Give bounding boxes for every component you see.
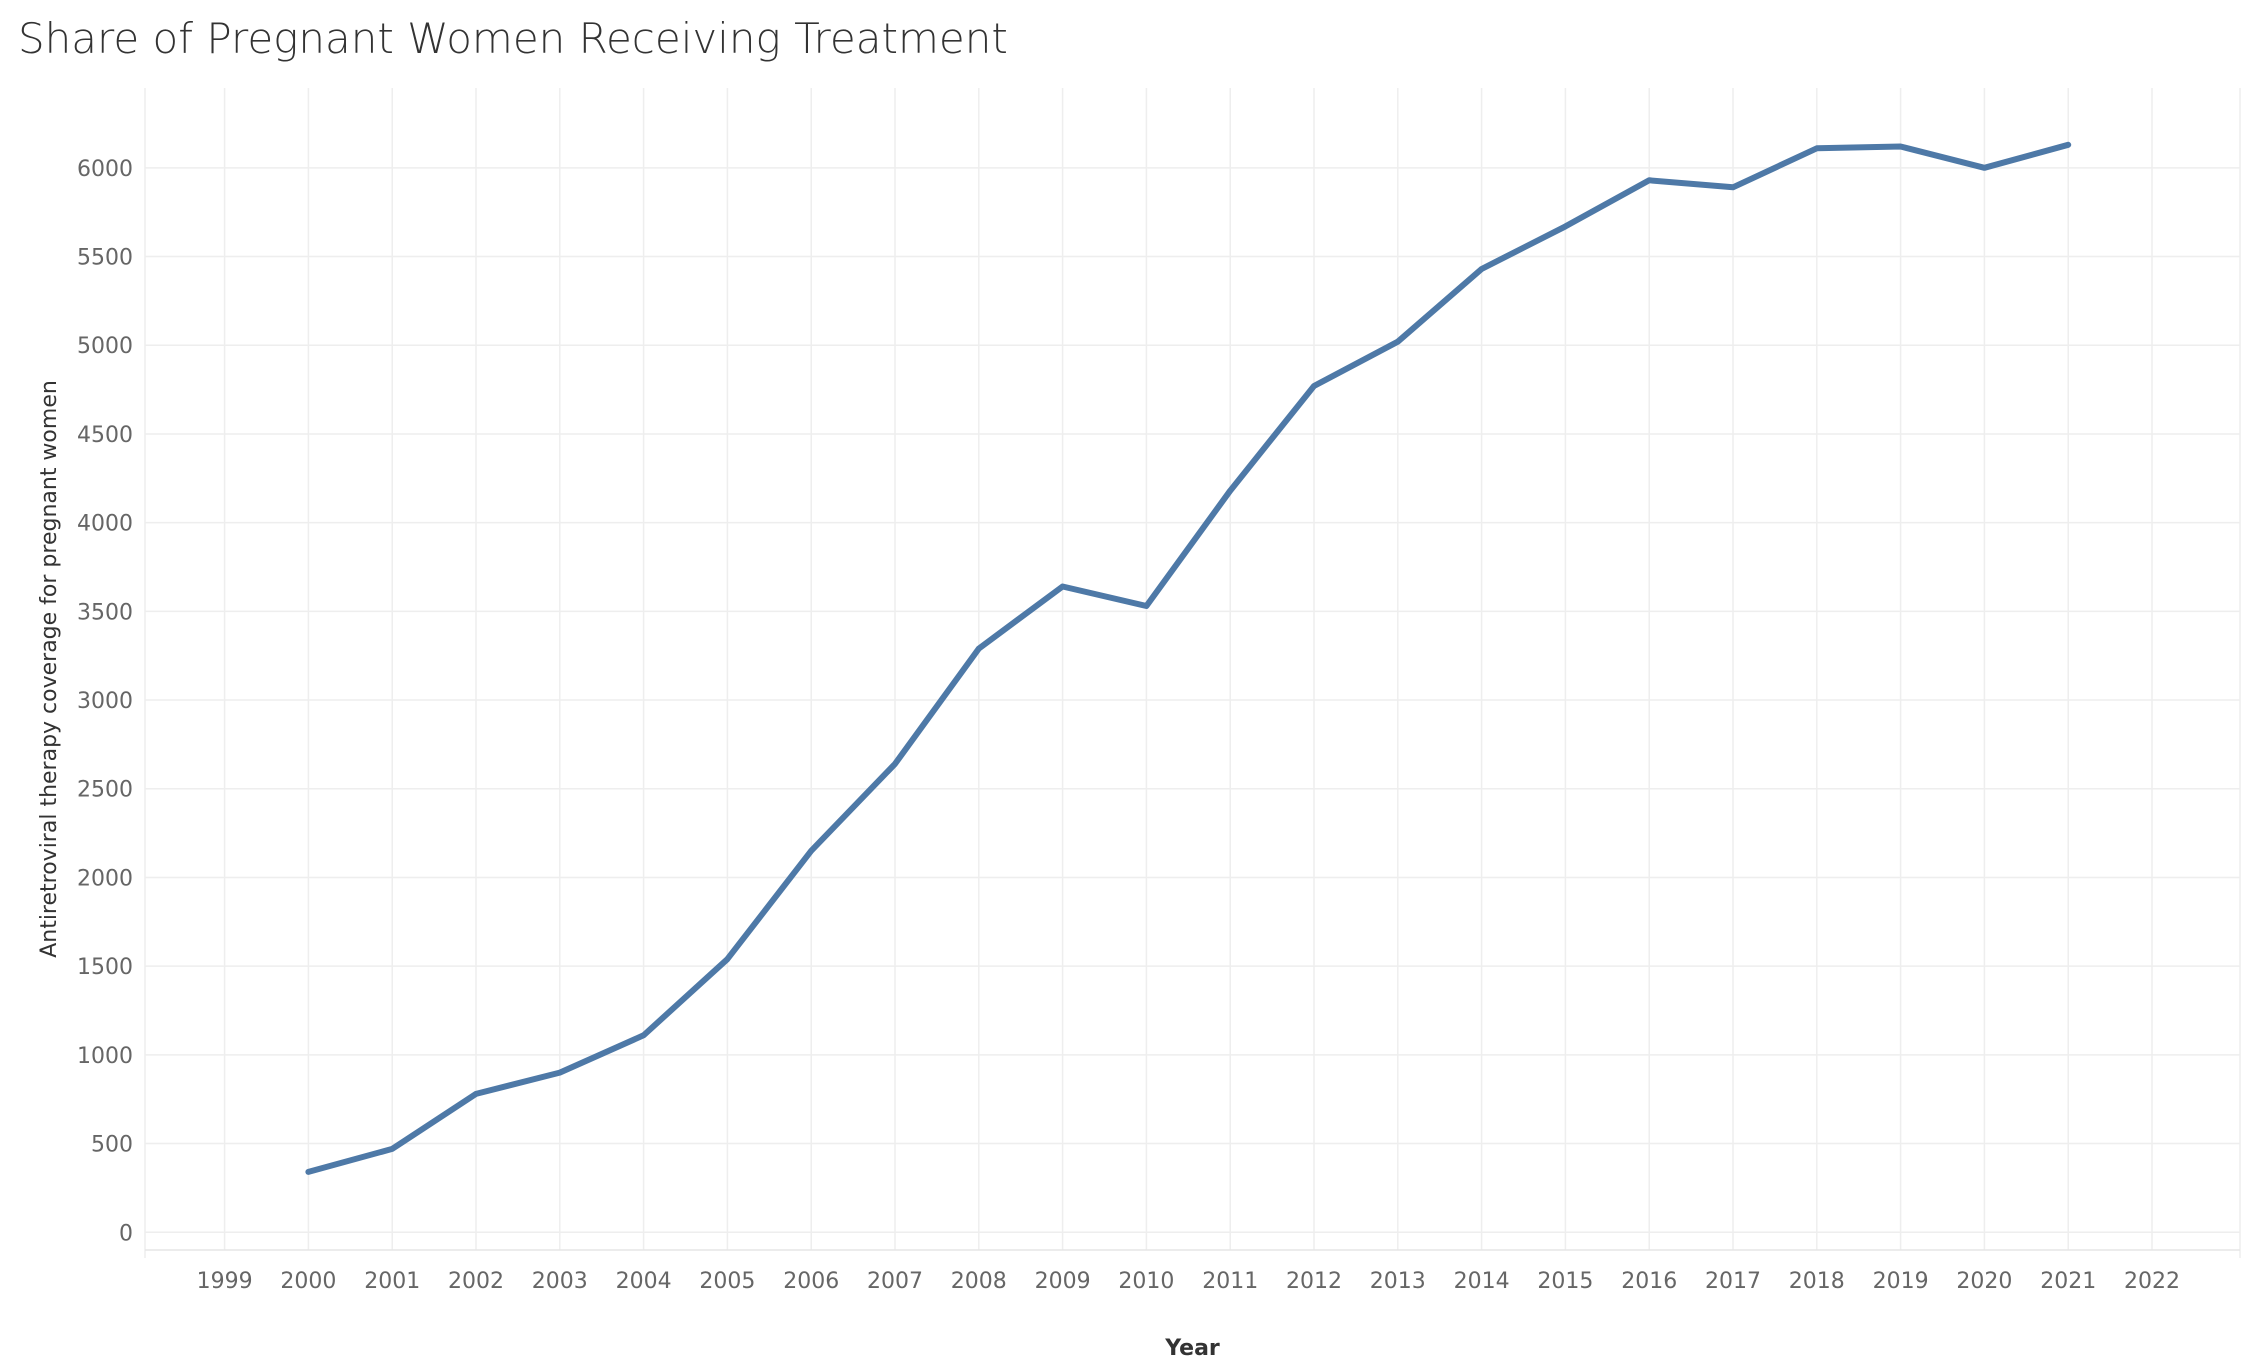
y-tick-label: 6000: [77, 157, 133, 182]
data-point: [1814, 145, 1820, 151]
data-point: [557, 1070, 563, 1076]
x-tick-label: 2010: [1118, 1269, 1174, 1294]
data-point: [1898, 144, 1904, 150]
y-tick-label: 5500: [77, 246, 133, 271]
x-tick-label: 2000: [280, 1269, 336, 1294]
data-point: [305, 1169, 311, 1175]
y-tick-label: 0: [119, 1221, 133, 1246]
x-axis-title: Year: [1164, 1336, 1220, 1361]
x-tick-label: 1999: [197, 1269, 253, 1294]
x-tick-label: 2002: [448, 1269, 504, 1294]
y-tick-label: 1500: [77, 955, 133, 980]
x-tick-label: 2011: [1202, 1269, 1258, 1294]
y-tick-label: 2500: [77, 778, 133, 803]
y-axis-title: Antiretroviral therapy coverage for preg…: [37, 380, 62, 958]
x-tick-label: 2006: [783, 1269, 839, 1294]
data-point: [641, 1032, 647, 1038]
x-axis-ticks: 1999 2000 2001 2002 2003 2004 2005 2006 2007 2008…: [197, 1269, 2180, 1294]
y-tick-label: 2000: [77, 866, 133, 891]
x-tick-label: 2005: [699, 1269, 755, 1294]
x-tick-label: 2022: [2124, 1269, 2180, 1294]
y-tick-label: 3500: [77, 600, 133, 625]
x-tick-label: 2019: [1873, 1269, 1929, 1294]
x-tick-label: 2017: [1705, 1269, 1761, 1294]
data-point: [976, 646, 982, 652]
y-tick-label: 4500: [77, 423, 133, 448]
x-tick-label: 2001: [364, 1269, 420, 1294]
series-layer: [305, 141, 2072, 1175]
data-point: [389, 1146, 395, 1152]
data-point: [1981, 165, 1987, 171]
x-tick-label: 2012: [1286, 1269, 1342, 1294]
x-tick-label: 2015: [1537, 1269, 1593, 1294]
y-tick-label: 4000: [77, 512, 133, 537]
data-point: [2065, 142, 2071, 148]
data-point: [808, 848, 814, 854]
x-tick-label: 2013: [1370, 1269, 1426, 1294]
data-point: [1395, 339, 1401, 345]
y-tick-label: 5000: [77, 334, 133, 359]
data-point: [1730, 184, 1736, 190]
x-tick-label: 2004: [616, 1269, 672, 1294]
data-point: [1479, 266, 1485, 272]
y-tick-label: 3000: [77, 689, 133, 714]
x-tick-label: 2009: [1035, 1269, 1091, 1294]
series-line: [305, 141, 2072, 1175]
x-tick-label: 2018: [1789, 1269, 1845, 1294]
x-tick-label: 2021: [2040, 1269, 2096, 1294]
chart-title: Share of Pregnant Women Receiving Treatm…: [18, 14, 1008, 63]
x-tick-label: 2003: [532, 1269, 588, 1294]
data-point: [1311, 383, 1317, 389]
x-tick-label: 2014: [1454, 1269, 1510, 1294]
x-tick-label: 2007: [867, 1269, 923, 1294]
gridlines: [144, 88, 2241, 1258]
data-point: [1646, 177, 1652, 183]
data-point: [724, 956, 730, 962]
x-tick-label: 2008: [951, 1269, 1007, 1294]
y-tick-label: 500: [91, 1133, 133, 1158]
x-tick-label: 2020: [1956, 1269, 2012, 1294]
data-point: [1227, 488, 1233, 494]
data-point: [473, 1091, 479, 1097]
data-point: [1562, 223, 1568, 229]
data-point: [1060, 584, 1066, 590]
y-tick-label: 1000: [77, 1044, 133, 1069]
data-point: [892, 761, 898, 767]
y-axis-ticks: 0 500 1000 1500 2000 2500 3000 3500 4000 4500 5000…: [77, 157, 133, 1246]
data-point: [1143, 603, 1149, 609]
x-tick-label: 2016: [1621, 1269, 1677, 1294]
